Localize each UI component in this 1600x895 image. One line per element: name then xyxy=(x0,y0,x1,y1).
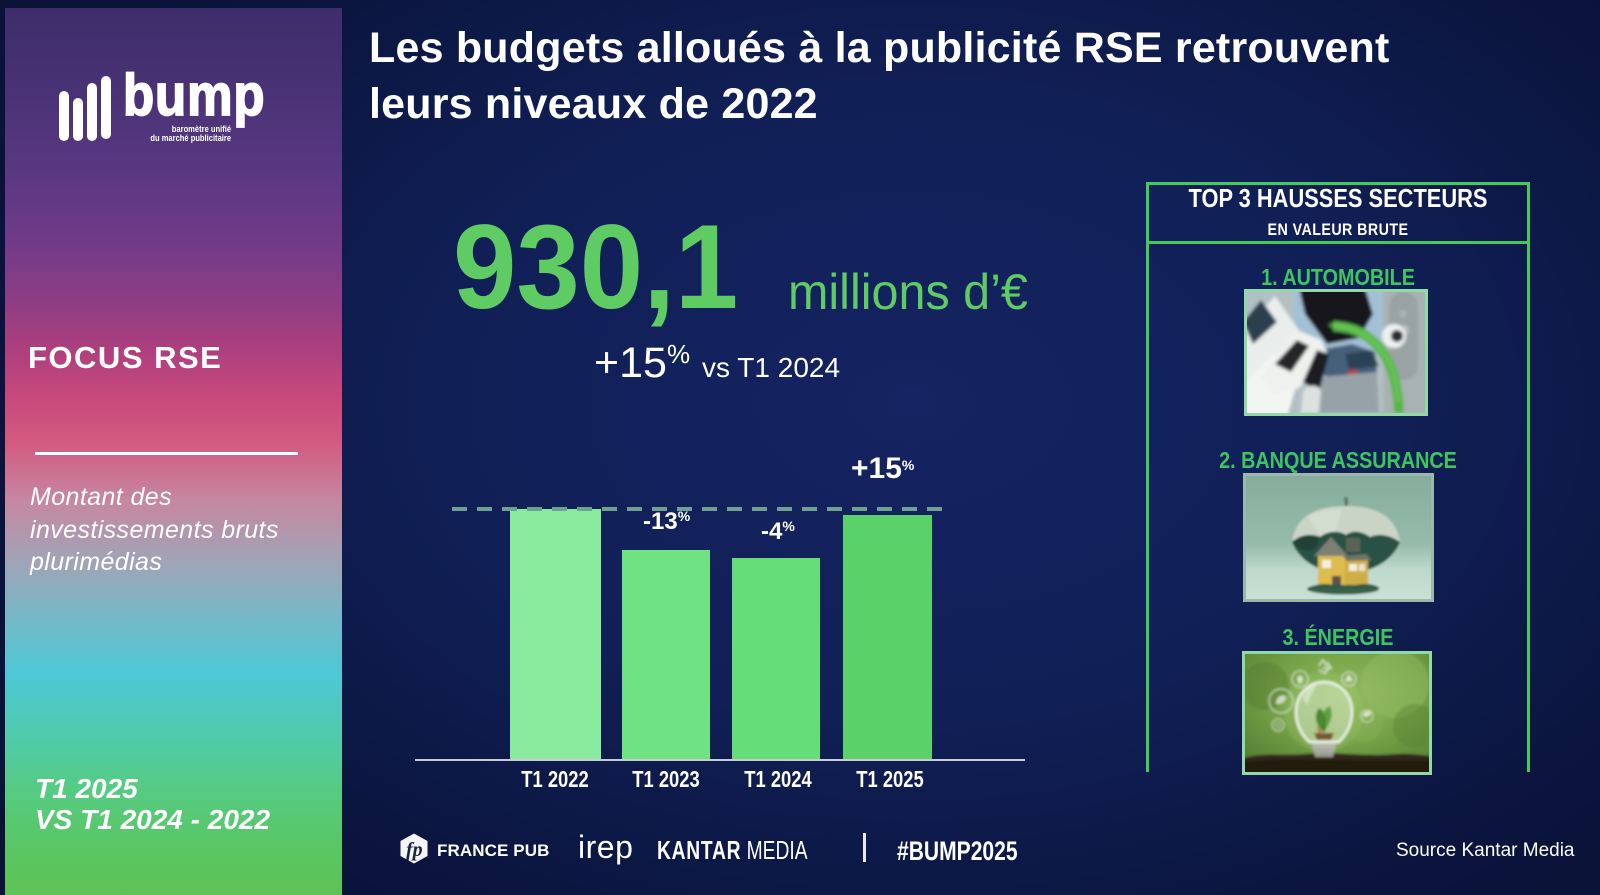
svg-text:fp: fp xyxy=(406,839,423,861)
